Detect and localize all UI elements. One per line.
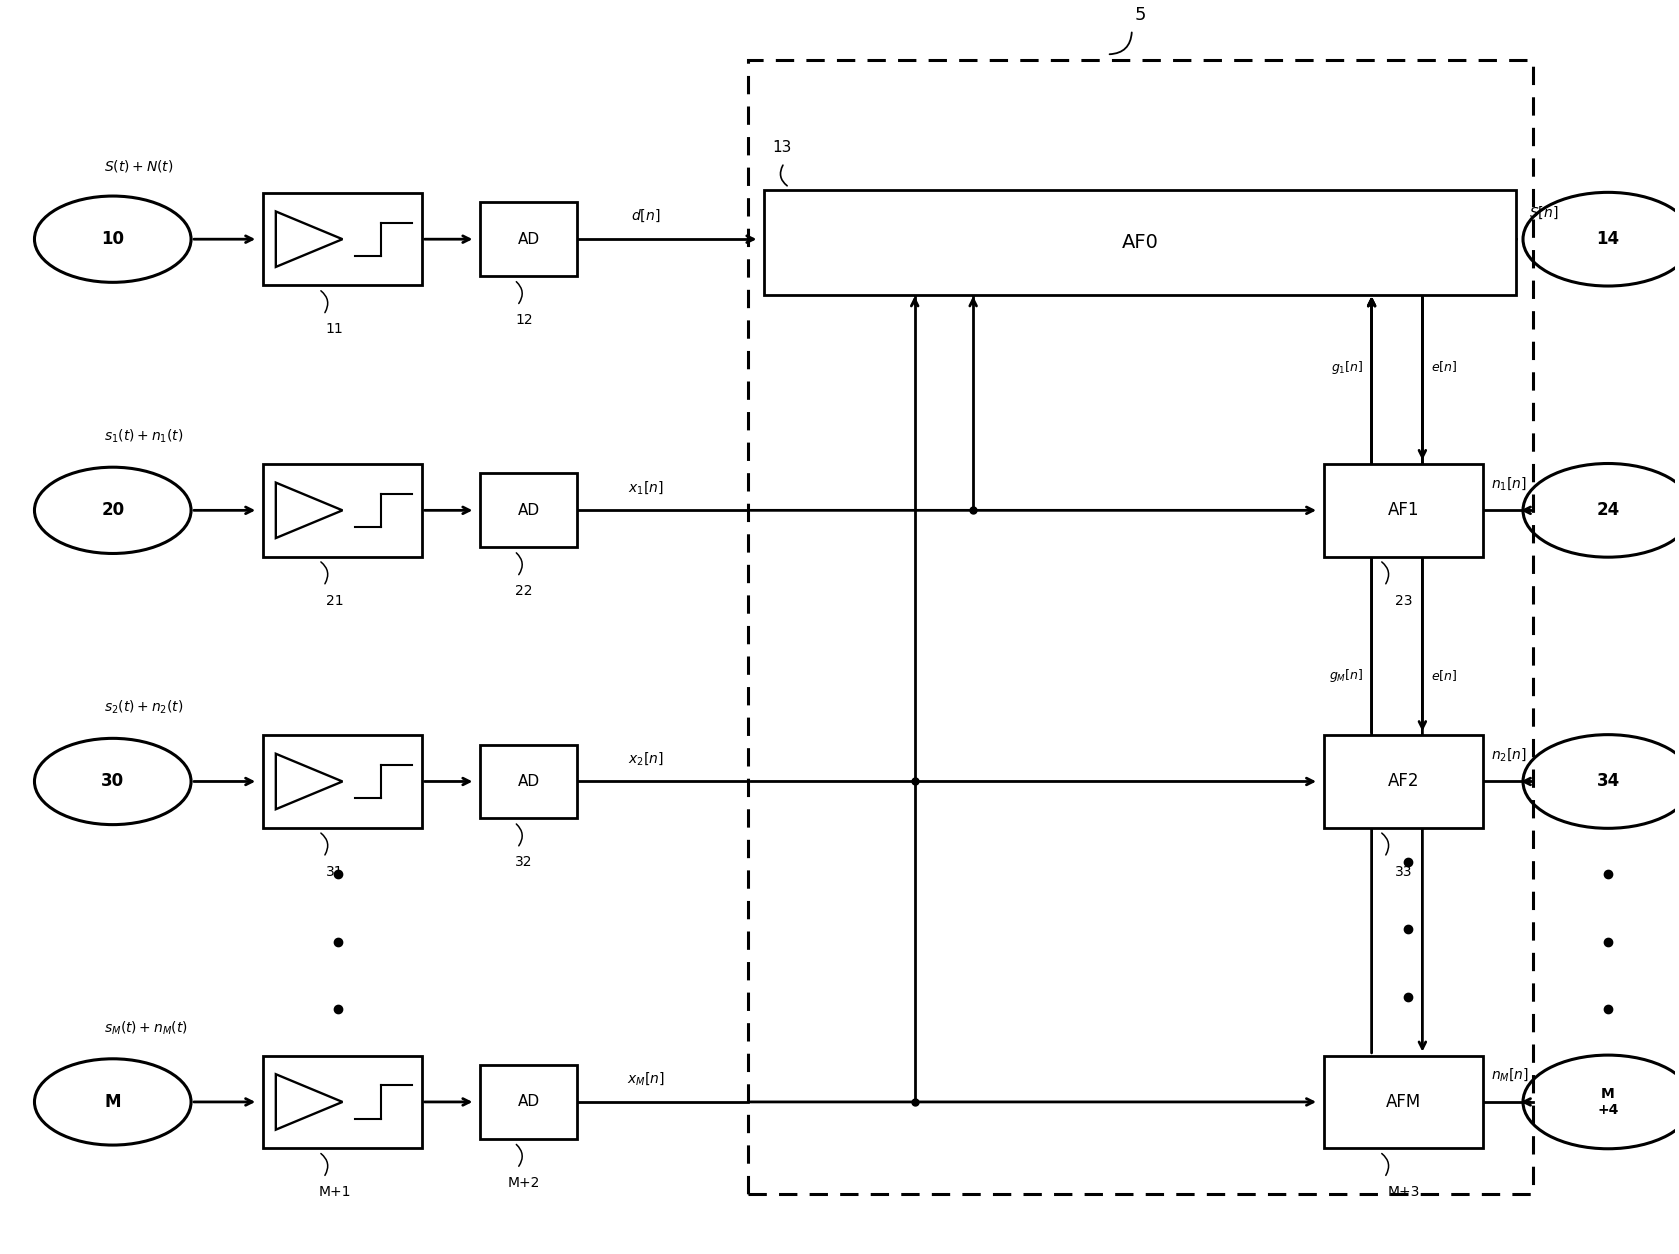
Text: AF0: AF0: [1122, 233, 1159, 252]
Text: 21: 21: [326, 593, 343, 607]
Bar: [480, 745, 578, 819]
Bar: [1325, 735, 1483, 828]
Text: AF1: AF1: [1387, 502, 1419, 519]
Text: 32: 32: [515, 855, 532, 869]
Bar: [480, 473, 578, 547]
Text: $x_1[n]$: $x_1[n]$: [628, 479, 663, 495]
Bar: [264, 1056, 421, 1149]
Text: $x_M[n]$: $x_M[n]$: [626, 1071, 665, 1087]
Text: AD: AD: [517, 232, 541, 247]
Text: M: M: [104, 1093, 121, 1111]
Text: $e[n]$: $e[n]$: [1431, 360, 1457, 375]
Text: 14: 14: [1597, 231, 1620, 248]
Text: $e[n]$: $e[n]$: [1431, 502, 1457, 517]
Text: AD: AD: [517, 503, 541, 518]
Text: 5: 5: [1135, 5, 1147, 24]
Text: $x_2[n]$: $x_2[n]$: [628, 750, 663, 766]
Text: $n_M[n]$: $n_M[n]$: [1491, 1067, 1530, 1083]
Text: M
+4: M +4: [1597, 1087, 1619, 1117]
Text: 10: 10: [101, 231, 124, 248]
Text: $S(t)+N(t)$: $S(t)+N(t)$: [104, 158, 175, 174]
Text: AF2: AF2: [1387, 772, 1419, 790]
Text: $s_M(t)+n_M(t)$: $s_M(t)+n_M(t)$: [104, 1020, 188, 1037]
Text: $g_2[n]$: $g_2[n]$: [1331, 500, 1363, 518]
Text: 30: 30: [101, 772, 124, 790]
Text: $e[n]$: $e[n]$: [1431, 667, 1457, 682]
Bar: [480, 1065, 578, 1139]
Bar: [1325, 464, 1483, 557]
Text: 22: 22: [515, 584, 532, 598]
Text: 11: 11: [326, 322, 344, 336]
Text: $d[n]$: $d[n]$: [631, 208, 660, 224]
Text: M+2: M+2: [507, 1176, 541, 1190]
Text: $s_2(t)+n_2(t)$: $s_2(t)+n_2(t)$: [104, 698, 185, 716]
Text: AFM: AFM: [1385, 1093, 1420, 1111]
Text: M+3: M+3: [1387, 1185, 1419, 1199]
Text: 23: 23: [1395, 593, 1412, 607]
Bar: [264, 464, 421, 557]
Text: 24: 24: [1597, 502, 1620, 519]
Text: 34: 34: [1597, 772, 1620, 790]
Bar: [764, 189, 1516, 295]
Bar: [1325, 1056, 1483, 1149]
Text: $S[n]$: $S[n]$: [1530, 204, 1558, 221]
Text: $g_1[n]$: $g_1[n]$: [1331, 359, 1363, 375]
Bar: [264, 735, 421, 828]
Bar: [480, 202, 578, 276]
Text: 33: 33: [1395, 865, 1412, 879]
Text: $n_2[n]$: $n_2[n]$: [1491, 746, 1526, 762]
Text: $g_M[n]$: $g_M[n]$: [1328, 667, 1363, 683]
Text: 13: 13: [772, 140, 792, 155]
Bar: [747, 60, 1533, 1194]
Text: $n_1[n]$: $n_1[n]$: [1491, 475, 1526, 492]
Text: $s_1(t)+n_1(t)$: $s_1(t)+n_1(t)$: [104, 428, 185, 445]
Bar: [264, 193, 421, 286]
Text: 20: 20: [101, 502, 124, 519]
Text: AD: AD: [517, 1095, 541, 1110]
Text: M+1: M+1: [319, 1185, 351, 1199]
Text: 31: 31: [326, 865, 343, 879]
Text: 12: 12: [515, 314, 532, 327]
Text: AD: AD: [517, 774, 541, 789]
